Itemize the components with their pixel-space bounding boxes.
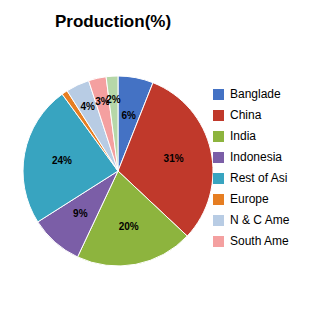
svg-text:24%: 24% [52, 155, 72, 166]
svg-text:31%: 31% [164, 153, 184, 164]
svg-text:3%: 3% [95, 96, 110, 107]
html-text:Europe: Europe [230, 192, 269, 206]
html-text:Rest of Asi: Rest of Asi [230, 171, 288, 185]
html-text:India: India [230, 129, 256, 143]
svg-text:9%: 9% [73, 208, 88, 219]
html-text:Indonesia: Indonesia [230, 150, 282, 164]
svg-text:2%: 2% [106, 94, 121, 105]
html-text:Banglade: Banglade [230, 87, 281, 101]
svg-text:20%: 20% [119, 221, 139, 232]
svg-text:6%: 6% [121, 110, 136, 121]
html-text:Production(%): Production(%) [54, 12, 172, 31]
svg-text:4%: 4% [80, 101, 95, 112]
html-text:N & C Ame: N & C Ame [230, 213, 290, 227]
html-text:South Ame: South Ame [230, 234, 289, 248]
html-text:China: China [230, 108, 262, 122]
